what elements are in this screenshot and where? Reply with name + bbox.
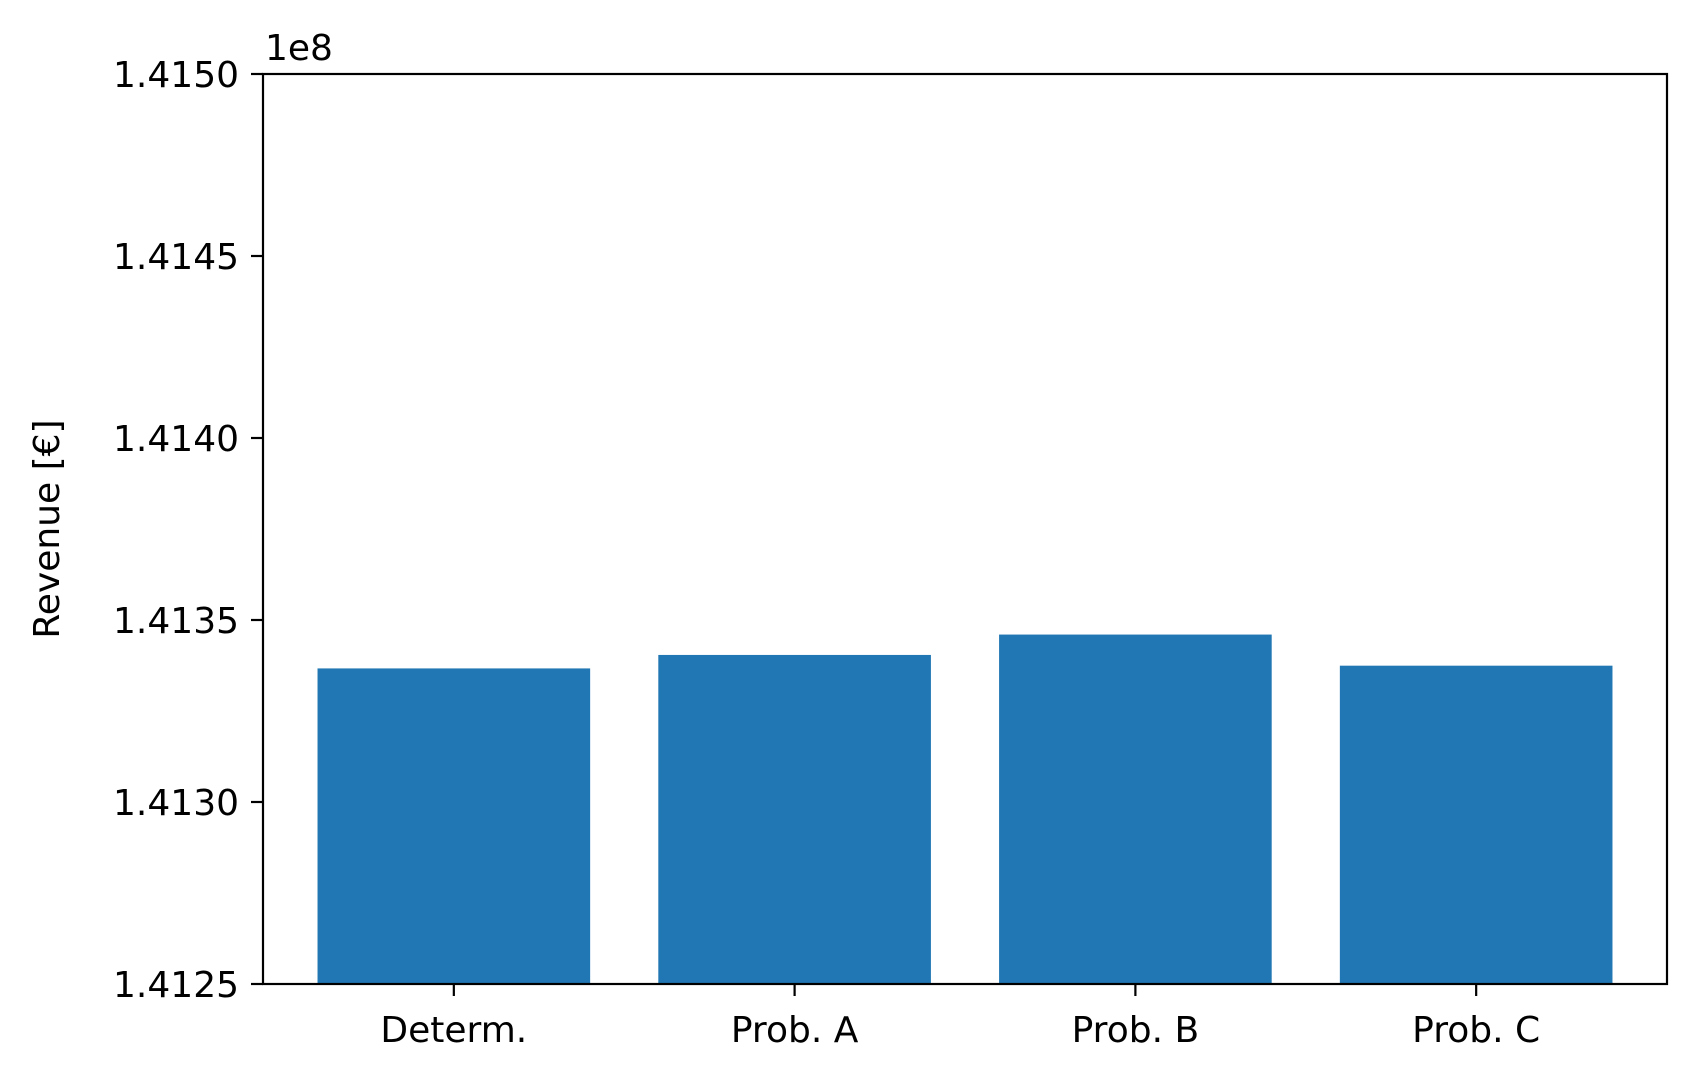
y-axis-offset-label: 1e8 xyxy=(265,28,333,69)
y-tick-label: 1.4145 xyxy=(113,237,239,278)
x-ticks-layer: Determ. Prob. A Prob. B Prob. C xyxy=(380,984,1540,1051)
y-tick-label: 1.4140 xyxy=(113,419,239,460)
x-tick-label: Prob. A xyxy=(731,1010,859,1051)
bar-prob-b xyxy=(999,634,1272,984)
y-tick-label: 1.4125 xyxy=(113,965,239,1006)
y-ticks-layer: 1.4125 1.4130 1.4135 1.4140 1.4145 1.4150 xyxy=(113,55,263,1006)
bar-determ xyxy=(317,668,591,984)
x-tick-label: Determ. xyxy=(380,1010,527,1051)
bar-prob-c xyxy=(1339,665,1613,984)
y-tick-label: 1.4130 xyxy=(113,783,239,824)
bars-layer xyxy=(317,634,1613,984)
x-tick-label: Prob. C xyxy=(1412,1010,1540,1051)
axes-layer xyxy=(261,72,1669,986)
bar-prob-a xyxy=(658,654,931,984)
plot-frame xyxy=(261,72,1669,986)
x-tick-label: Prob. B xyxy=(1072,1010,1200,1051)
y-axis-label: Revenue [€] xyxy=(27,419,68,638)
y-tick-label: 1.4135 xyxy=(113,601,239,642)
y-tick-label: 1.4150 xyxy=(113,55,239,96)
